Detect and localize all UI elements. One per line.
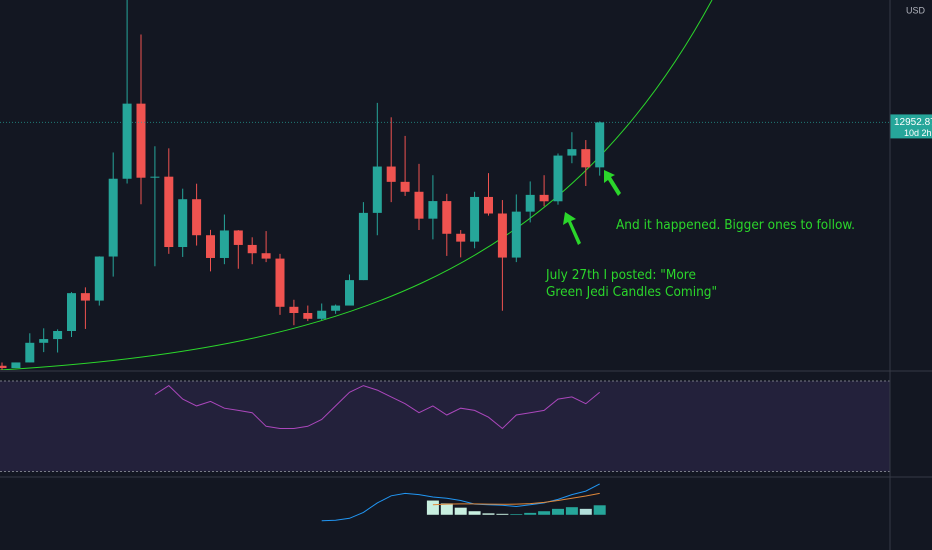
last-price-box	[890, 114, 932, 139]
candle-body	[539, 194, 549, 202]
panes	[0, 380, 890, 472]
candle-body	[511, 211, 521, 258]
trend-curve	[0, 0, 713, 370]
candle-body	[456, 233, 466, 242]
candle-body	[233, 230, 243, 245]
candle-body	[247, 244, 257, 254]
candle-body	[80, 293, 90, 301]
candle-body	[178, 199, 188, 248]
candle-body	[428, 201, 438, 219]
candle-body	[25, 342, 35, 363]
annotation: Green Jedi Candles Coming"	[546, 284, 717, 300]
candle-body	[11, 362, 21, 369]
candle-body	[122, 103, 132, 179]
candle-body	[67, 293, 76, 332]
histogram-bar	[524, 512, 537, 515]
arrow	[563, 212, 581, 245]
histogram-bar	[552, 508, 564, 515]
annotation: July 27th I posted: "More	[545, 267, 696, 283]
candle-body	[470, 196, 480, 242]
candle-body	[317, 310, 327, 319]
candle-body	[206, 235, 215, 258]
marks	[0, 0, 932, 522]
histogram-bar	[593, 505, 606, 515]
candle-body	[497, 213, 507, 258]
candle-body	[303, 313, 313, 319]
histogram-bar	[482, 513, 495, 515]
histogram-bar	[440, 503, 453, 515]
histogram-bar	[579, 508, 592, 515]
countdown-label: 10d 2h	[904, 128, 932, 138]
candle-body	[484, 196, 493, 214]
series-line	[321, 483, 600, 522]
candle-body	[553, 155, 563, 202]
series-line	[432, 492, 600, 506]
histogram-bar	[426, 500, 439, 515]
annotation: And it happened. Bigger ones to follow.	[616, 217, 855, 233]
histogram-bar	[454, 507, 467, 515]
candle-body	[108, 178, 118, 257]
candle-body	[414, 191, 424, 219]
histogram-bar	[496, 513, 509, 515]
candle-body	[595, 122, 605, 168]
candle-body	[372, 166, 382, 213]
candle-body	[261, 253, 271, 259]
currency-label: USD	[906, 5, 926, 15]
candle-body	[94, 256, 104, 301]
candle-body	[39, 339, 49, 343]
candle-body	[275, 258, 285, 307]
candle-body	[581, 149, 591, 168]
candle-body	[289, 306, 299, 314]
currency-bg	[900, 5, 930, 17]
candle-body	[219, 230, 229, 258]
candle-body	[525, 194, 535, 212]
candle-body	[345, 280, 354, 306]
candle-body	[136, 103, 146, 178]
candle-body	[331, 305, 341, 311]
candle-body	[567, 149, 577, 156]
histogram-bar	[468, 511, 481, 515]
candle-body	[0, 365, 7, 369]
rsi-band	[0, 381, 890, 472]
candle-body	[442, 201, 452, 234]
candle-body	[386, 166, 396, 182]
candle-body	[400, 181, 410, 192]
histogram-bar	[510, 514, 523, 515]
histogram-bar	[538, 511, 551, 515]
series-line	[154, 384, 601, 430]
candle-body	[358, 212, 368, 281]
last-price-label: 12952.87	[894, 117, 932, 128]
candle-body	[192, 199, 202, 236]
arrow	[604, 170, 621, 196]
candle-body	[150, 176, 160, 178]
candle-body	[164, 176, 174, 248]
candle-body	[53, 331, 63, 340]
histogram-bar	[565, 507, 578, 515]
